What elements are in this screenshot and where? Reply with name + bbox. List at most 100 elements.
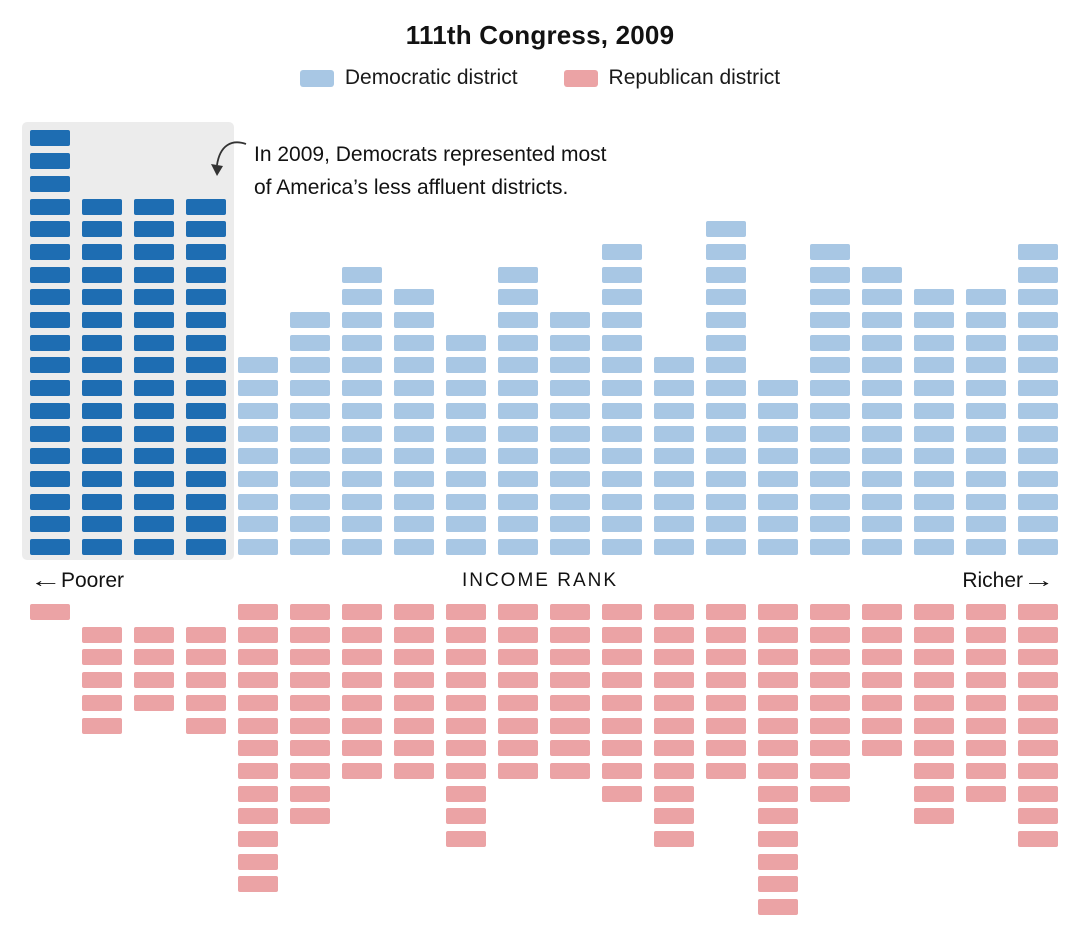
republican-district-unit <box>602 626 642 643</box>
republican-district-unit <box>810 717 850 734</box>
republican-district-unit <box>862 717 902 734</box>
democratic-district-unit <box>134 289 174 306</box>
democratic-district-unit <box>30 312 70 328</box>
democratic-district-unit <box>654 357 694 374</box>
democratic-district-unit <box>290 402 330 419</box>
republican-district-unit <box>758 649 798 666</box>
democratic-district-unit <box>446 539 486 555</box>
republican-district-unit <box>550 694 590 711</box>
annotation-curved-arrow-icon <box>211 141 247 176</box>
democratic-district-unit <box>30 539 70 555</box>
republican-district-unit <box>706 604 746 620</box>
democratic-district-unit <box>290 380 330 397</box>
republican-district-unit <box>134 626 174 643</box>
democratic-district-unit <box>706 402 746 419</box>
democratic-district-unit <box>238 425 278 442</box>
republican-district-unit <box>1018 831 1058 847</box>
democratic-district-unit <box>82 493 122 510</box>
income-rank-axis: ←Poorer INCOME RANK Richer→ <box>0 565 1080 597</box>
republican-district-unit <box>550 762 590 779</box>
republican-district-unit <box>914 649 954 666</box>
republican-district-unit <box>862 694 902 711</box>
republican-district-unit <box>1018 672 1058 689</box>
democratic-district-unit <box>82 470 122 487</box>
republican-district-unit <box>862 649 902 666</box>
democratic-district-unit <box>498 402 538 419</box>
democratic-district-unit <box>1018 357 1058 374</box>
democratic-district-unit <box>394 493 434 510</box>
democratic-district-unit <box>550 357 590 374</box>
republican-district-unit <box>914 717 954 734</box>
democratic-district-unit <box>706 334 746 351</box>
democratic-district-unit <box>30 153 70 170</box>
democratic-district-unit <box>914 539 954 555</box>
republican-district-unit <box>342 626 382 643</box>
legend-label-democratic: Democratic district <box>344 66 518 89</box>
democratic-district-unit <box>342 539 382 555</box>
democratic-district-unit <box>914 289 954 306</box>
republican-district-unit <box>290 740 330 757</box>
republican-district-unit <box>914 672 954 689</box>
democratic-district-unit <box>654 425 694 442</box>
republican-district-unit <box>238 762 278 779</box>
democratic-district-unit <box>914 380 954 397</box>
democratic-district-unit <box>602 357 642 374</box>
democratic-district-unit <box>1018 425 1058 442</box>
republican-district-unit <box>810 740 850 757</box>
democratic-district-unit <box>134 357 174 374</box>
democratic-district-unit <box>394 516 434 533</box>
republican-district-unit <box>654 649 694 666</box>
democratic-district-unit <box>238 516 278 533</box>
democratic-district-unit <box>134 448 174 465</box>
democratic-district-unit <box>238 402 278 419</box>
democratic-district-unit <box>186 289 226 306</box>
republican-district-unit <box>134 694 174 711</box>
republican-district-unit <box>810 604 850 620</box>
democratic-district-unit <box>862 516 902 533</box>
democratic-district-unit <box>82 198 122 215</box>
republican-district-unit <box>1018 626 1058 643</box>
democratic-district-unit <box>186 539 226 555</box>
republican-district-unit <box>82 626 122 643</box>
democratic-district-unit <box>862 380 902 397</box>
republican-district-unit <box>290 762 330 779</box>
republican-district-unit <box>758 626 798 643</box>
democratic-district-unit <box>966 470 1006 487</box>
democratic-district-unit <box>654 493 694 510</box>
republican-district-unit <box>1018 785 1058 802</box>
republican-district-unit <box>654 740 694 757</box>
democratic-district-unit <box>30 380 70 397</box>
democratic-district-unit <box>498 312 538 328</box>
democratic-district-unit <box>914 516 954 533</box>
annotation-line-2: of America’s less affluent districts. <box>254 176 569 199</box>
democratic-district-unit <box>30 516 70 533</box>
democratic-district-unit <box>550 380 590 397</box>
democratic-district-unit <box>498 425 538 442</box>
republican-district-unit <box>394 694 434 711</box>
democratic-district-unit <box>186 198 226 215</box>
democratic-district-unit <box>342 334 382 351</box>
democratic-district-unit <box>810 493 850 510</box>
democratic-district-unit <box>82 516 122 533</box>
democratic-district-unit <box>342 266 382 283</box>
democratic-district-unit <box>134 266 174 283</box>
republican-district-unit <box>290 604 330 620</box>
democratic-district-unit <box>602 539 642 555</box>
democratic-district-unit <box>810 425 850 442</box>
democratic-district-unit <box>134 493 174 510</box>
republican-district-unit <box>394 762 434 779</box>
republican-district-unit <box>498 762 538 779</box>
democratic-district-unit <box>342 380 382 397</box>
republican-district-unit <box>1018 694 1058 711</box>
democratic-district-unit <box>82 402 122 419</box>
republican-district-unit <box>706 626 746 643</box>
democratic-district-unit <box>914 312 954 328</box>
democratic-district-unit <box>30 130 70 147</box>
republican-district-unit <box>290 785 330 802</box>
democratic-district-unit <box>82 425 122 442</box>
democratic-district-unit <box>446 402 486 419</box>
democratic-district-unit <box>238 380 278 397</box>
democratic-district-unit <box>862 470 902 487</box>
democratic-district-unit <box>758 448 798 465</box>
republican-district-unit <box>186 694 226 711</box>
